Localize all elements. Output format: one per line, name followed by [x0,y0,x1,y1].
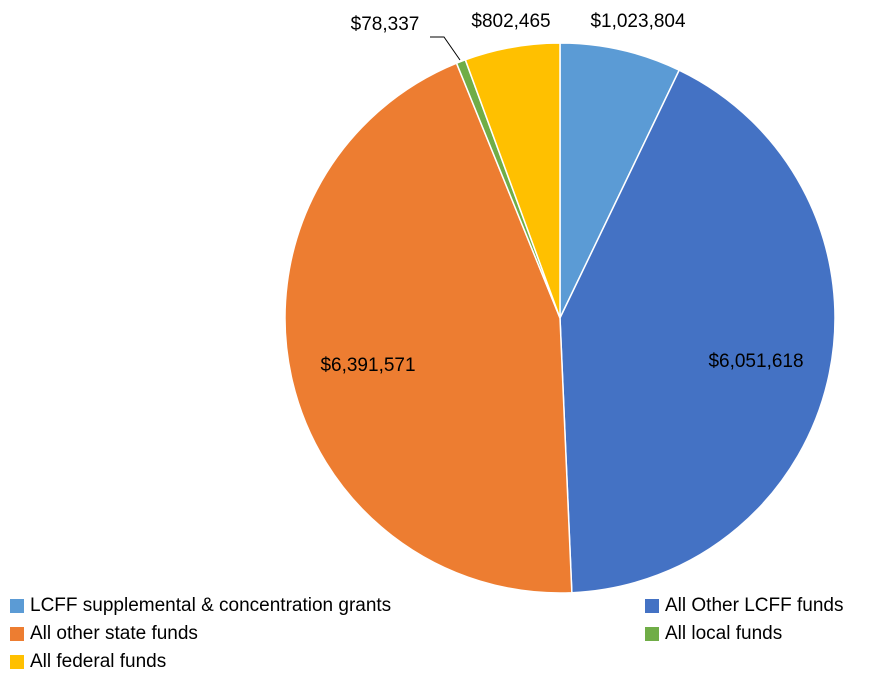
pie-slice-1 [559,69,836,594]
pie-slice-2 [284,62,573,594]
data-label-4: $802,465 [471,11,550,32]
data-label-2: $6,391,571 [320,355,415,376]
pie-slice-0 [559,42,681,319]
leader-line-3 [430,36,461,61]
data-label-3: $78,337 [351,14,420,35]
pie-slice-4 [464,42,561,319]
data-label-0: $1,023,804 [590,11,686,32]
data-label-1: $6,051,618 [708,351,803,372]
